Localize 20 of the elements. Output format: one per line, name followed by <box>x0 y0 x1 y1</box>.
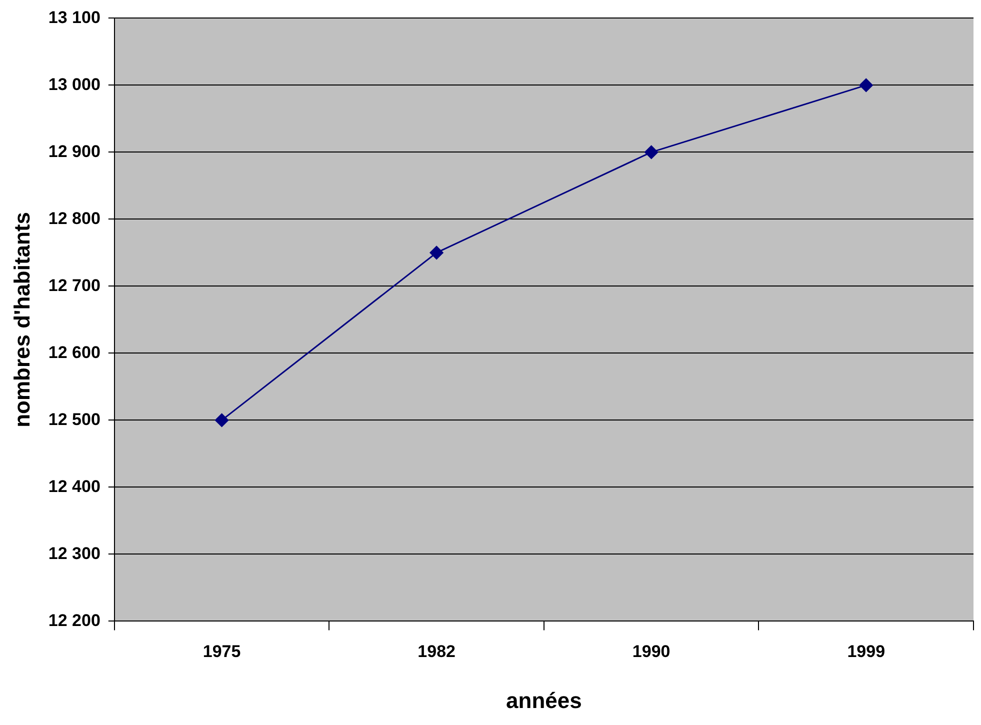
point <box>430 246 444 260</box>
point <box>859 78 873 92</box>
x-tick-label: 1975 <box>202 642 241 662</box>
x-tick-label: 1990 <box>632 642 670 662</box>
x-tick-label: 1982 <box>418 642 456 662</box>
y-tick-label: 12 300 <box>48 544 100 563</box>
y-tick-label: 13 100 <box>48 8 100 27</box>
y-tick-label: 12 600 <box>48 342 100 362</box>
y-tick-label: 12 200 <box>48 610 100 630</box>
x-axis-title: années <box>506 688 582 713</box>
y-tick-label: 12 700 <box>48 276 100 295</box>
y-tick-label: 12 400 <box>48 476 100 496</box>
y-axis-title: nombres d'habitants <box>9 212 34 428</box>
y-tick-label: 12 500 <box>48 410 100 429</box>
y-tick-label: 12 900 <box>48 142 100 161</box>
y-tick-label: 13 000 <box>48 74 100 94</box>
y-tick-label: 12 800 <box>48 208 100 228</box>
point <box>644 145 658 159</box>
x-tick-label: 1999 <box>847 642 886 662</box>
point <box>215 413 229 427</box>
